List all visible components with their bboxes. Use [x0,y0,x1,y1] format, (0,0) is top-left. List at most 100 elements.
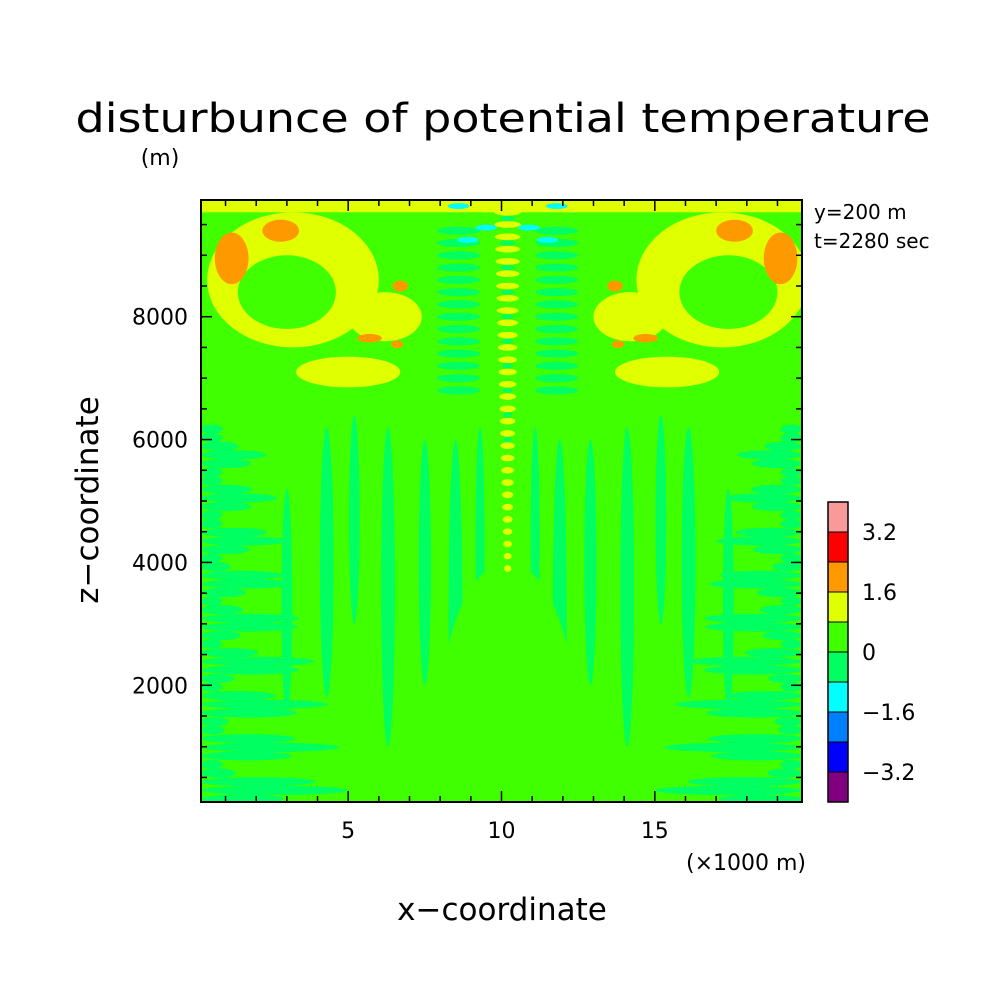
contour-band [437,349,481,358]
annotation-t: t=2280 sec [814,229,930,253]
contour-band [727,691,802,701]
contour-band [437,312,481,321]
contour-pulse [503,552,512,560]
contour-patch [262,219,300,242]
contour-pulse [502,503,514,511]
contour-patch [357,333,382,343]
contour-pulse [500,442,515,450]
legend-swatch [828,712,848,742]
contour-band [437,226,481,235]
contour-pulse [501,338,514,344]
contour-streak [457,236,479,243]
contour-lobe [614,356,720,388]
contour-band [655,785,802,795]
contour-patch [607,280,623,292]
plot-area [201,200,802,802]
contour-pulse [502,388,513,393]
contour-band [201,691,276,701]
contour-pulse [500,240,516,246]
contour-band [201,613,299,623]
contour-band [201,501,252,512]
contour-lobe [348,292,422,342]
contour-band [437,263,481,272]
contour-band [201,648,259,658]
contour-band [201,785,348,795]
legend-label: 1.6 [862,581,897,606]
contour-band [437,361,481,370]
contour-band [201,527,268,537]
contour-band [201,682,223,692]
contour-patch [214,232,249,285]
contour-band [774,716,802,727]
contour-stripe [319,427,334,698]
y-tick-label: 4000 [132,551,188,576]
contour-band [201,734,296,744]
annotation-y: y=200 m [814,200,907,224]
contour-pulse [502,528,513,536]
contour-band [687,777,802,787]
contour-band [201,544,250,555]
contour-band [437,300,481,309]
contour-band [201,777,316,787]
contour-band [437,288,481,297]
contour-band [201,725,225,735]
contour-band [201,476,223,486]
contour-band [780,759,802,770]
contour-stripe [620,427,635,747]
contour-patch [391,340,404,349]
contour-streak [518,224,540,231]
contour-band [767,768,802,778]
contour-band [535,386,579,395]
contour-band [764,441,802,451]
contour-band [720,570,802,580]
contour-band [780,433,802,443]
contour-pulse [494,233,521,241]
contour-band [201,751,292,761]
contour-pulse [502,412,513,418]
contour-pulse [500,265,515,270]
contour-band [437,275,481,284]
legend-label: 3.2 [862,521,897,546]
contour-band [535,300,579,309]
contour-pulse [499,393,517,400]
contour-pulse [500,289,515,295]
contour-band [704,665,802,675]
contour-lobe [296,356,401,388]
contour-band [201,759,223,770]
contour-band [778,725,802,735]
contour-pulse [497,344,518,351]
contour-band [201,699,328,709]
x-tick-label: 5 [341,819,355,844]
contour-band [201,708,297,718]
y-tick-label: 6000 [132,429,188,454]
contour-band [201,716,229,727]
contour-band [201,622,298,632]
contour-pulse [502,516,513,523]
contour-streak [545,203,568,210]
contour-pulse [500,430,516,437]
contour-pulse [497,319,519,327]
contour-band [437,386,481,395]
contour-band [780,519,802,529]
contour-band [201,493,277,503]
contour-band [780,639,802,649]
contour-patch [716,219,753,242]
contour-band [663,742,802,752]
contour-pulse [498,368,517,376]
y-axis-label: z−coordinate [70,396,106,604]
contour-band [535,337,579,346]
contour-band [201,562,231,572]
contour-band [772,562,802,572]
y-axis-unit: (m) [141,146,180,171]
x-axis-unit: (×1000 m) [686,851,806,876]
contour-streak [536,236,559,243]
contour-band [704,613,802,623]
contour-pulse [494,221,521,228]
contour-band [201,458,251,469]
legend-label: 0 [862,641,876,666]
legend-swatch [828,682,848,712]
contour-pulse [503,540,512,548]
contour-band [201,673,235,684]
contour-pulse [503,565,512,572]
